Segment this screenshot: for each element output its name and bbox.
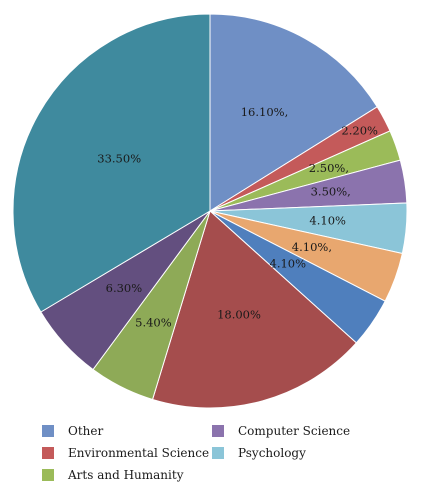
pie-slice-label: 6.30% [106,281,143,295]
pie-slice [151,210,358,409]
pie-slice-label: 4.10% [270,257,307,271]
legend-swatch [42,425,54,437]
legend-swatch [212,425,224,437]
legend-swatch [212,447,224,459]
legend-item-computer-science: Computer Science [212,424,350,438]
chart-legend: Other Environmental Science Arts and Hum… [42,424,402,490]
pie-slice-label: 2.20% [341,124,378,138]
pie-slice-label: 4.10%, [292,240,332,254]
legend-item-arts-and-humanity: Arts and Humanity [42,468,183,482]
pie-slice-label: 3.50%, [311,185,351,199]
legend-swatch [42,447,54,459]
legend-label: Computer Science [238,424,351,438]
pie-slices [12,13,408,409]
pie-slice-labels: 16.10%, 2.20% 2.50%, 3.50%, 4.10% 4.10%, 4.10%… [97,105,378,330]
pie-slice [209,13,378,212]
pie-slice-label: 4.10% [309,213,346,227]
pie-slice-label: 18.00% [217,307,261,321]
legend-label: Other [68,424,104,438]
pie-slice-label: 16.10%, [241,105,289,119]
legend-item-psychology: Psychology [212,446,306,460]
pie-slice-label: 33.50% [97,152,141,166]
pie-chart-svg: 16.10%, 2.20% 2.50%, 3.50%, 4.10% 4.10%, 4.10%… [12,13,408,409]
legend-label: Psychology [238,446,306,460]
legend-item-other: Other [42,424,103,438]
legend-label: Environmental Science [68,446,210,460]
pie-slice [12,13,211,313]
pie-slice-label: 2.50%, [309,161,349,175]
legend-item-environmental-science: Environmental Science [42,446,209,460]
legend-swatch [42,469,54,481]
legend-label: Arts and Humanity [68,468,184,482]
pie-slice-label: 5.40% [135,316,172,330]
